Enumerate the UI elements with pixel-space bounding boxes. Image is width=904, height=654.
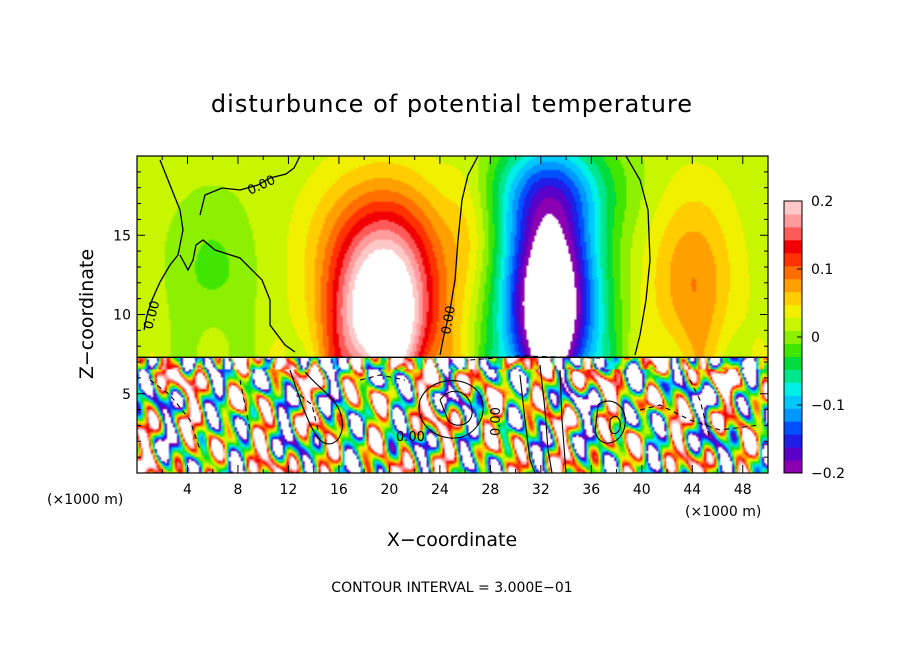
x-tick-label: 8 [233, 482, 242, 498]
x-tick-label: 28 [481, 482, 499, 498]
colorbar-step [784, 356, 802, 370]
colorbar-tick-label: −0.1 [811, 398, 845, 414]
z-tick-label: 5 [122, 387, 131, 403]
x-axis-label: X−coordinate [387, 529, 517, 551]
x-tick-label: 20 [380, 482, 398, 498]
contour-label: 0.00 [439, 305, 459, 336]
contour-zero-left-2 [179, 239, 296, 353]
colorbar-step [784, 460, 802, 474]
x-tick-label: 48 [734, 482, 752, 498]
colorbar-step [784, 304, 802, 319]
z-tick-label: 10 [113, 308, 131, 324]
colorbar-step [784, 343, 802, 357]
colorbar-step [784, 447, 802, 461]
x-tick-label: 12 [280, 482, 298, 498]
z-tick-label: 15 [113, 228, 131, 244]
colorbar-step [784, 252, 802, 267]
colorbar-step [784, 226, 802, 241]
contour-zero-right [625, 156, 651, 356]
contour-label: 0.00 [396, 430, 425, 445]
x-tick-label: 32 [532, 482, 550, 498]
colorbar-step [784, 395, 802, 409]
colorbar-step [784, 382, 802, 396]
colorbar-step [784, 369, 802, 383]
colorbar-ticks: 0.2 0.1 0 −0.1 −0.2 [797, 194, 845, 482]
colorbar-step [784, 434, 802, 448]
contour-zero-left [143, 159, 184, 331]
plot-area: 0.00 0.00 0.00 0.00 0.00 [137, 156, 768, 473]
colorbar-step [784, 265, 802, 280]
chart-title: disturbunce of potential temperature [211, 90, 693, 118]
contour-zero-upper [199, 156, 301, 216]
colorbar-tick-label: −0.2 [811, 466, 845, 482]
x-unit-label: (×1000 m) [47, 492, 123, 508]
z-ticks: 5 10 15 [113, 171, 768, 458]
x-tick-label: 40 [633, 482, 651, 498]
x-tick-label: 24 [431, 482, 449, 498]
colorbar-step [784, 278, 802, 293]
colorbar-step [784, 408, 802, 422]
colorbar-tick-label: 0 [811, 330, 820, 346]
colorbar-step [784, 201, 802, 215]
x-tick-label: 16 [330, 482, 348, 498]
contour-zero-mid [439, 156, 479, 356]
colorbar-step [784, 239, 802, 254]
lower-contours [149, 355, 761, 473]
x-tick-label: 4 [183, 482, 192, 498]
contour-lines [137, 156, 768, 473]
contour-interval-note: CONTOUR INTERVAL = 3.000E−01 [331, 580, 572, 596]
contour-label: 0.00 [489, 407, 504, 436]
colorbar-step [784, 421, 802, 435]
colorbar-step [784, 317, 802, 332]
colorbar-step [784, 330, 802, 344]
colorbar [783, 200, 803, 474]
colorbar-tick-label: 0.2 [811, 194, 833, 210]
y-axis-label: Z−coordinate [76, 249, 98, 379]
colorbar-step [784, 213, 802, 228]
x-tick-label: 44 [683, 482, 701, 498]
x-ticks: 4 8 12 16 20 24 28 32 36 40 44 48 [161, 156, 752, 498]
contour-label: 0.00 [141, 299, 163, 331]
colorbar-step [784, 291, 802, 306]
temperature-field [137, 156, 768, 473]
x-tick-label: 36 [582, 482, 600, 498]
z-unit-label: (×1000 m) [685, 504, 761, 520]
colorbar-tick-label: 0.1 [811, 262, 833, 278]
